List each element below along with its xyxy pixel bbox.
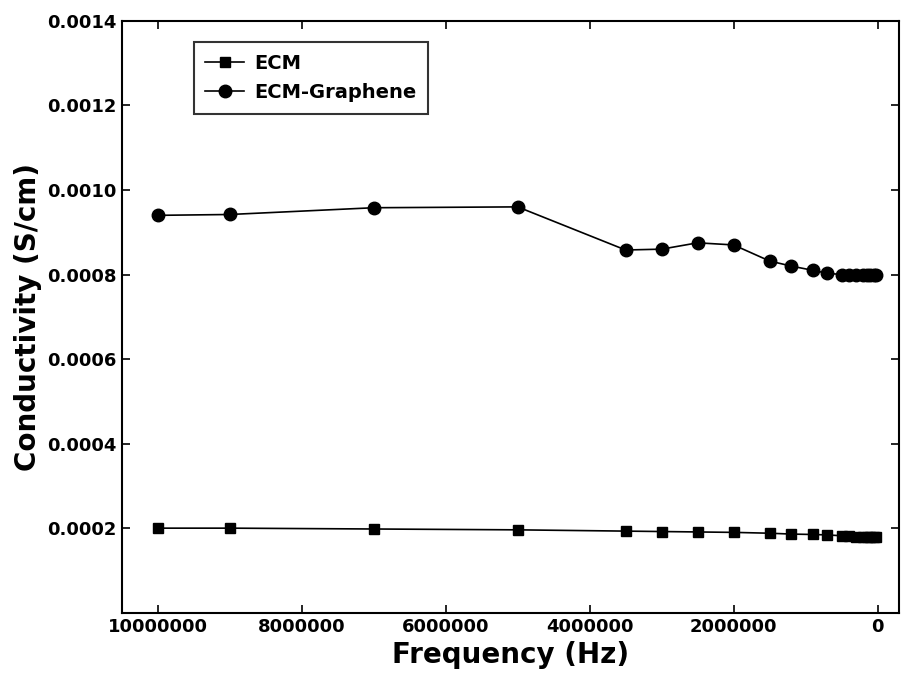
ECM (620, 527, 631, 535)
ECM-Graphene (850, 270, 861, 279)
ECM (871, 533, 882, 542)
Line: ECM: ECM (153, 523, 881, 542)
ECM (861, 533, 872, 541)
ECM-Graphene (822, 269, 833, 277)
ECM (764, 529, 775, 538)
ECM-Graphene (512, 203, 523, 211)
ECM-Graphene (728, 241, 739, 249)
ECM-Graphene (844, 270, 855, 279)
ECM (512, 526, 523, 534)
ECM (836, 531, 847, 540)
ECM-Graphene (857, 270, 868, 279)
ECM (844, 532, 855, 540)
ECM-Graphene (692, 239, 703, 247)
X-axis label: Frequency (Hz): Frequency (Hz) (392, 641, 629, 669)
ECM (822, 531, 833, 539)
Legend: ECM, ECM-Graphene: ECM, ECM-Graphene (194, 42, 428, 113)
ECM-Graphene (868, 270, 879, 279)
ECM-Graphene (786, 262, 797, 270)
ECM (656, 527, 667, 535)
ECM (692, 528, 703, 536)
ECM (857, 533, 868, 541)
ECM (786, 530, 797, 538)
ECM (807, 531, 818, 539)
Y-axis label: Conductivity (S/cm): Conductivity (S/cm) (14, 163, 42, 471)
ECM (152, 524, 163, 532)
ECM-Graphene (152, 211, 163, 219)
ECM-Graphene (368, 204, 379, 212)
ECM-Graphene (620, 246, 631, 254)
ECM (850, 533, 861, 541)
ECM-Graphene (865, 270, 876, 279)
ECM-Graphene (764, 257, 775, 265)
ECM-Graphene (871, 270, 882, 279)
ECM-Graphene (861, 270, 872, 279)
ECM-Graphene (807, 266, 818, 275)
ECM-Graphene (225, 210, 236, 219)
ECM (865, 533, 876, 542)
ECM (728, 528, 739, 536)
ECM (225, 524, 236, 532)
ECM (868, 533, 879, 542)
ECM (368, 525, 379, 533)
ECM-Graphene (836, 270, 847, 279)
ECM-Graphene (656, 245, 667, 253)
Line: ECM-Graphene: ECM-Graphene (152, 201, 882, 281)
